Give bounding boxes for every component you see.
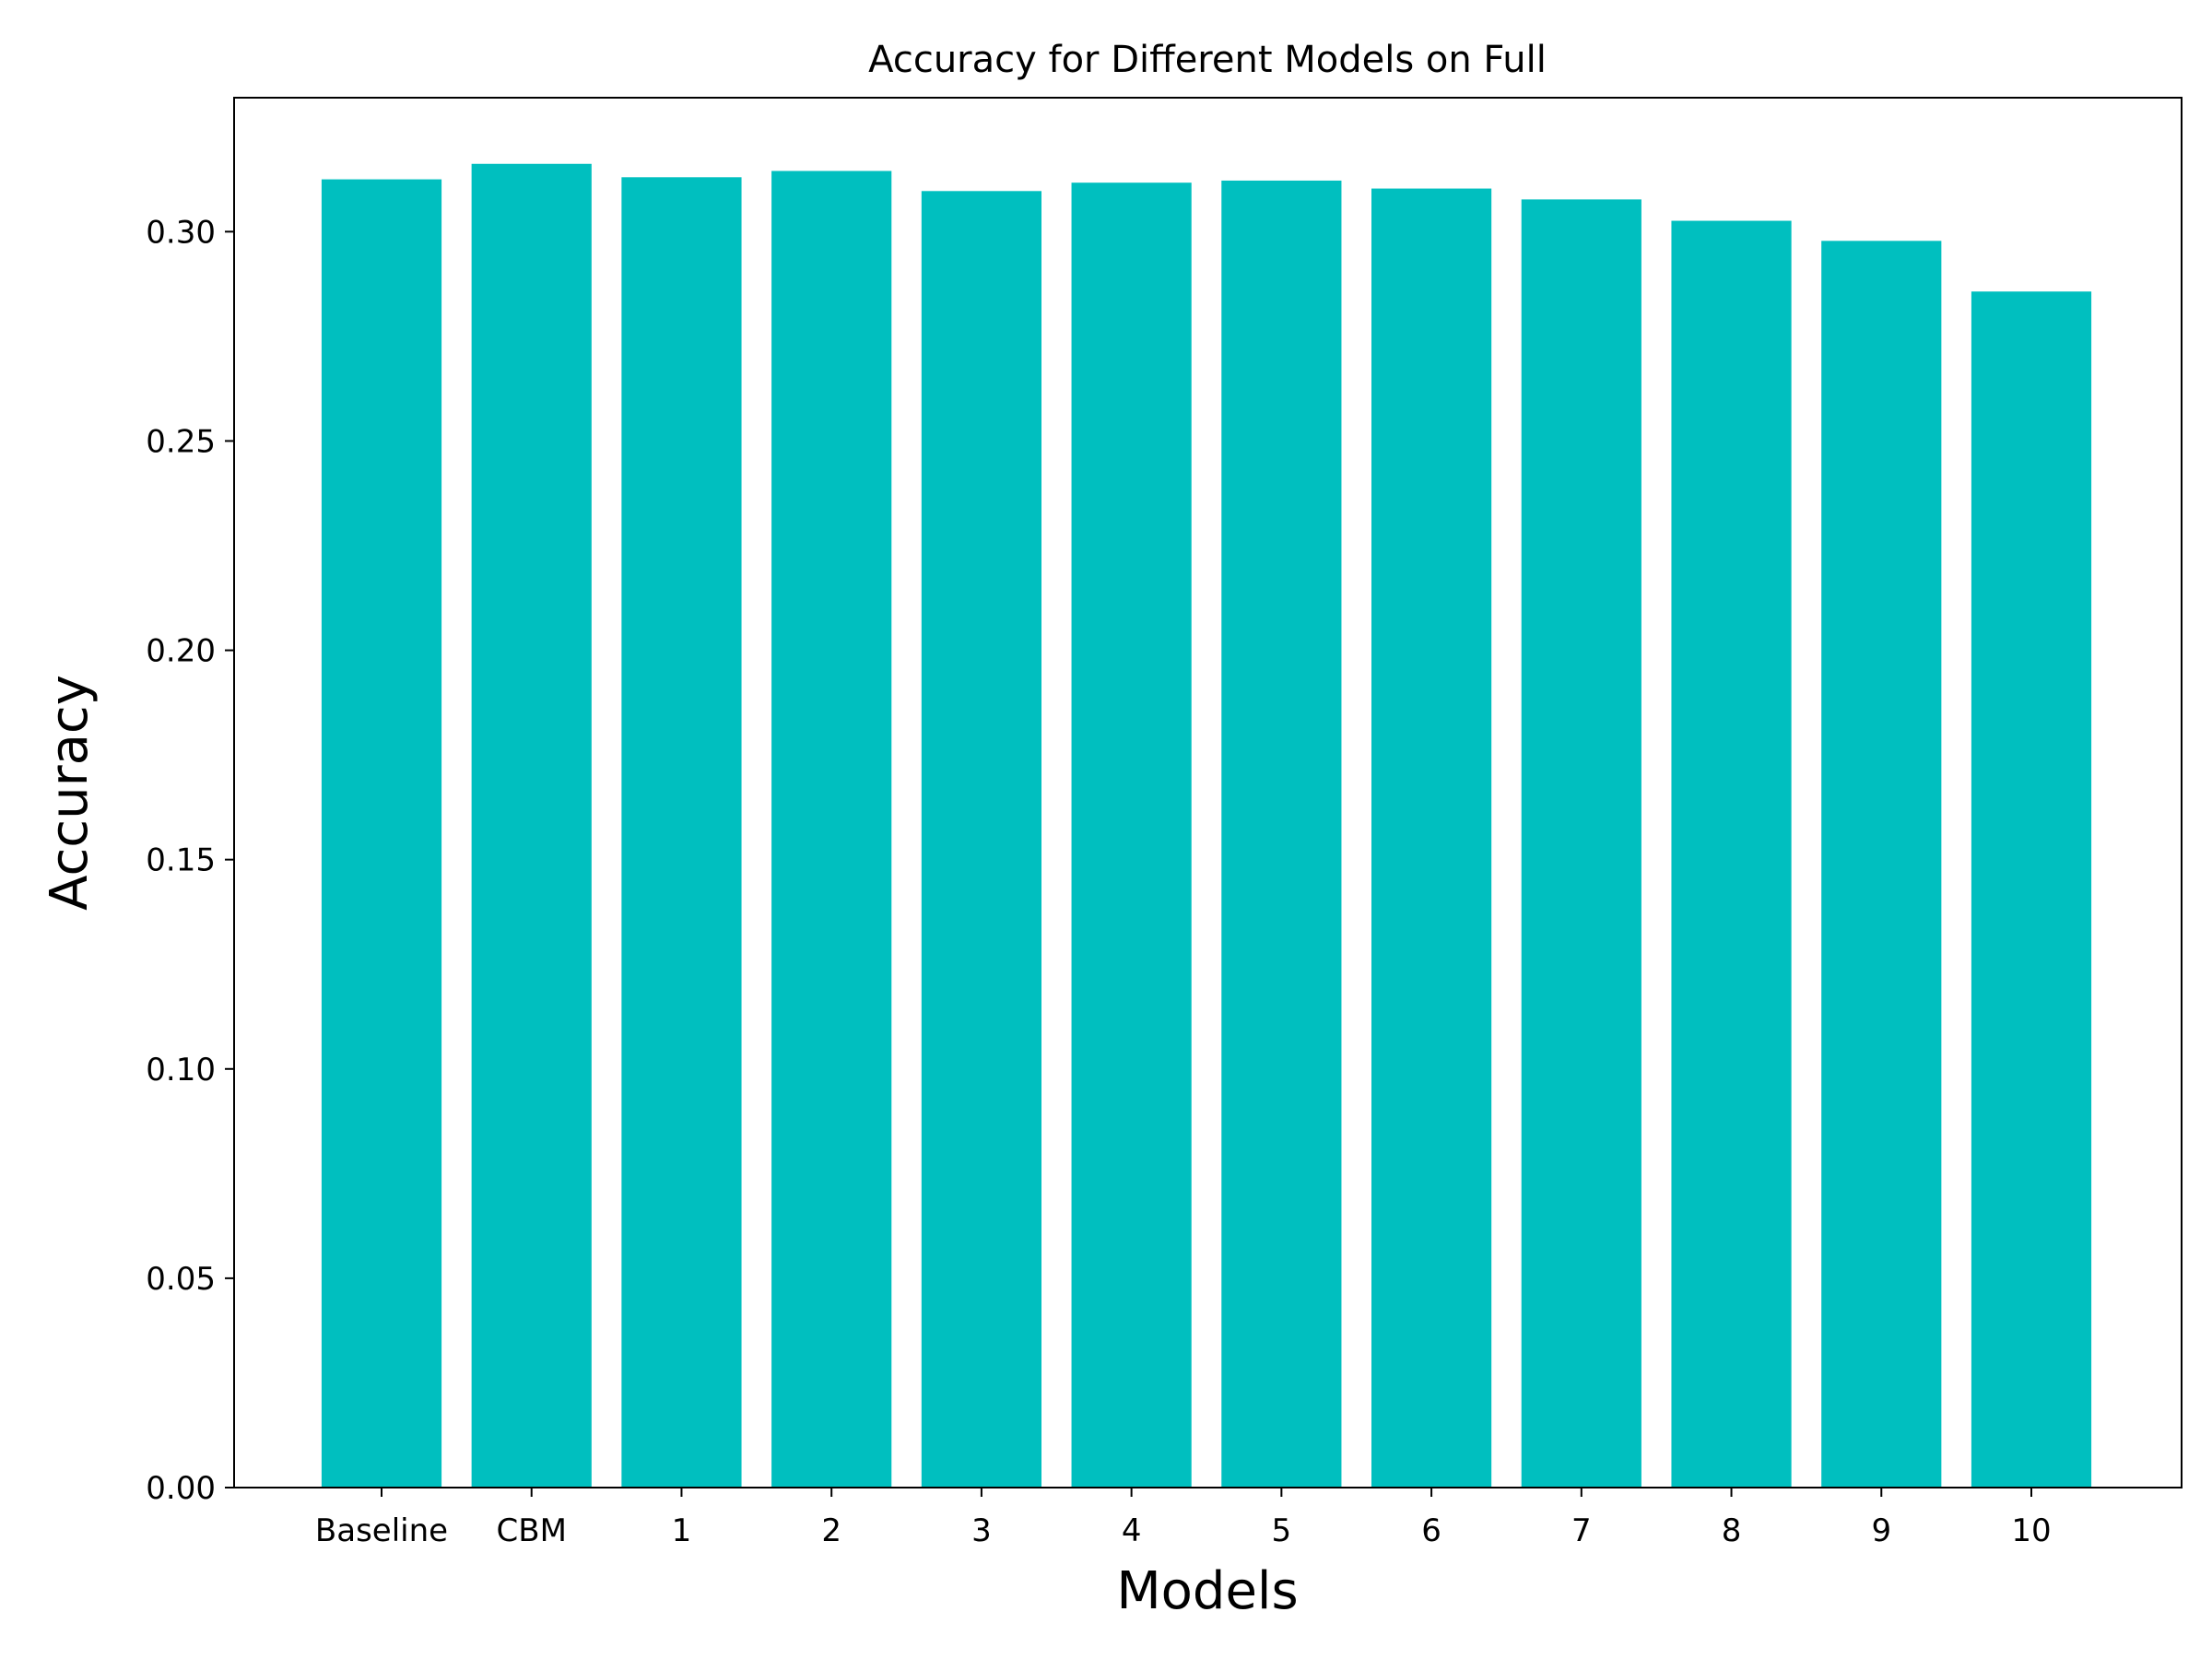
- y-tick-label: 0.30: [146, 214, 216, 251]
- bar-9: [1821, 241, 1942, 1488]
- x-tick-label: 4: [1122, 1512, 1142, 1549]
- y-axis-title: Accuracy: [40, 675, 100, 911]
- x-tick-label: 2: [821, 1512, 841, 1549]
- x-tick-label: 3: [971, 1512, 992, 1549]
- y-tick-label: 0.00: [146, 1470, 216, 1507]
- bar-cbm: [471, 163, 592, 1488]
- bar-baseline: [321, 179, 442, 1488]
- x-axis-title: Models: [1116, 1561, 1298, 1621]
- bar-10: [1971, 291, 2092, 1488]
- bar-8: [1671, 220, 1792, 1488]
- bar-3: [921, 191, 1041, 1488]
- bar-2: [771, 171, 892, 1488]
- bar-6: [1371, 188, 1492, 1488]
- x-tick-label: 1: [672, 1512, 692, 1549]
- y-tick-label: 0.15: [146, 842, 216, 879]
- bar-5: [1221, 180, 1342, 1488]
- plot-frame: [233, 97, 2183, 1488]
- bar-7: [1521, 199, 1641, 1488]
- chart-title: Accuracy for Different Models on Full: [868, 39, 1547, 81]
- x-tick-label: Baseline: [315, 1512, 448, 1549]
- y-tick-label: 0.10: [146, 1052, 216, 1088]
- x-tick-label: 9: [1871, 1512, 1891, 1549]
- y-tick-label: 0.25: [146, 423, 216, 460]
- x-tick-label: 5: [1272, 1512, 1292, 1549]
- x-tick-label: 7: [1571, 1512, 1592, 1549]
- y-tick-label: 0.20: [146, 633, 216, 670]
- x-tick-label: CBM: [497, 1512, 567, 1549]
- x-tick-label: 10: [2011, 1512, 2051, 1549]
- x-tick-label: 8: [1722, 1512, 1742, 1549]
- bar-4: [1071, 182, 1192, 1488]
- y-axis-ticks: 0.00 0.05 0.10 0.15 0.20 0.25 0.30: [146, 214, 234, 1507]
- y-tick-label: 0.05: [146, 1261, 216, 1298]
- bars-group: [321, 163, 2092, 1488]
- x-tick-label: 6: [1421, 1512, 1441, 1549]
- x-axis-ticks: Baseline CBM 1 2 3 4 5 6 7 8 9 10: [315, 1488, 2052, 1549]
- bar-1: [621, 177, 742, 1488]
